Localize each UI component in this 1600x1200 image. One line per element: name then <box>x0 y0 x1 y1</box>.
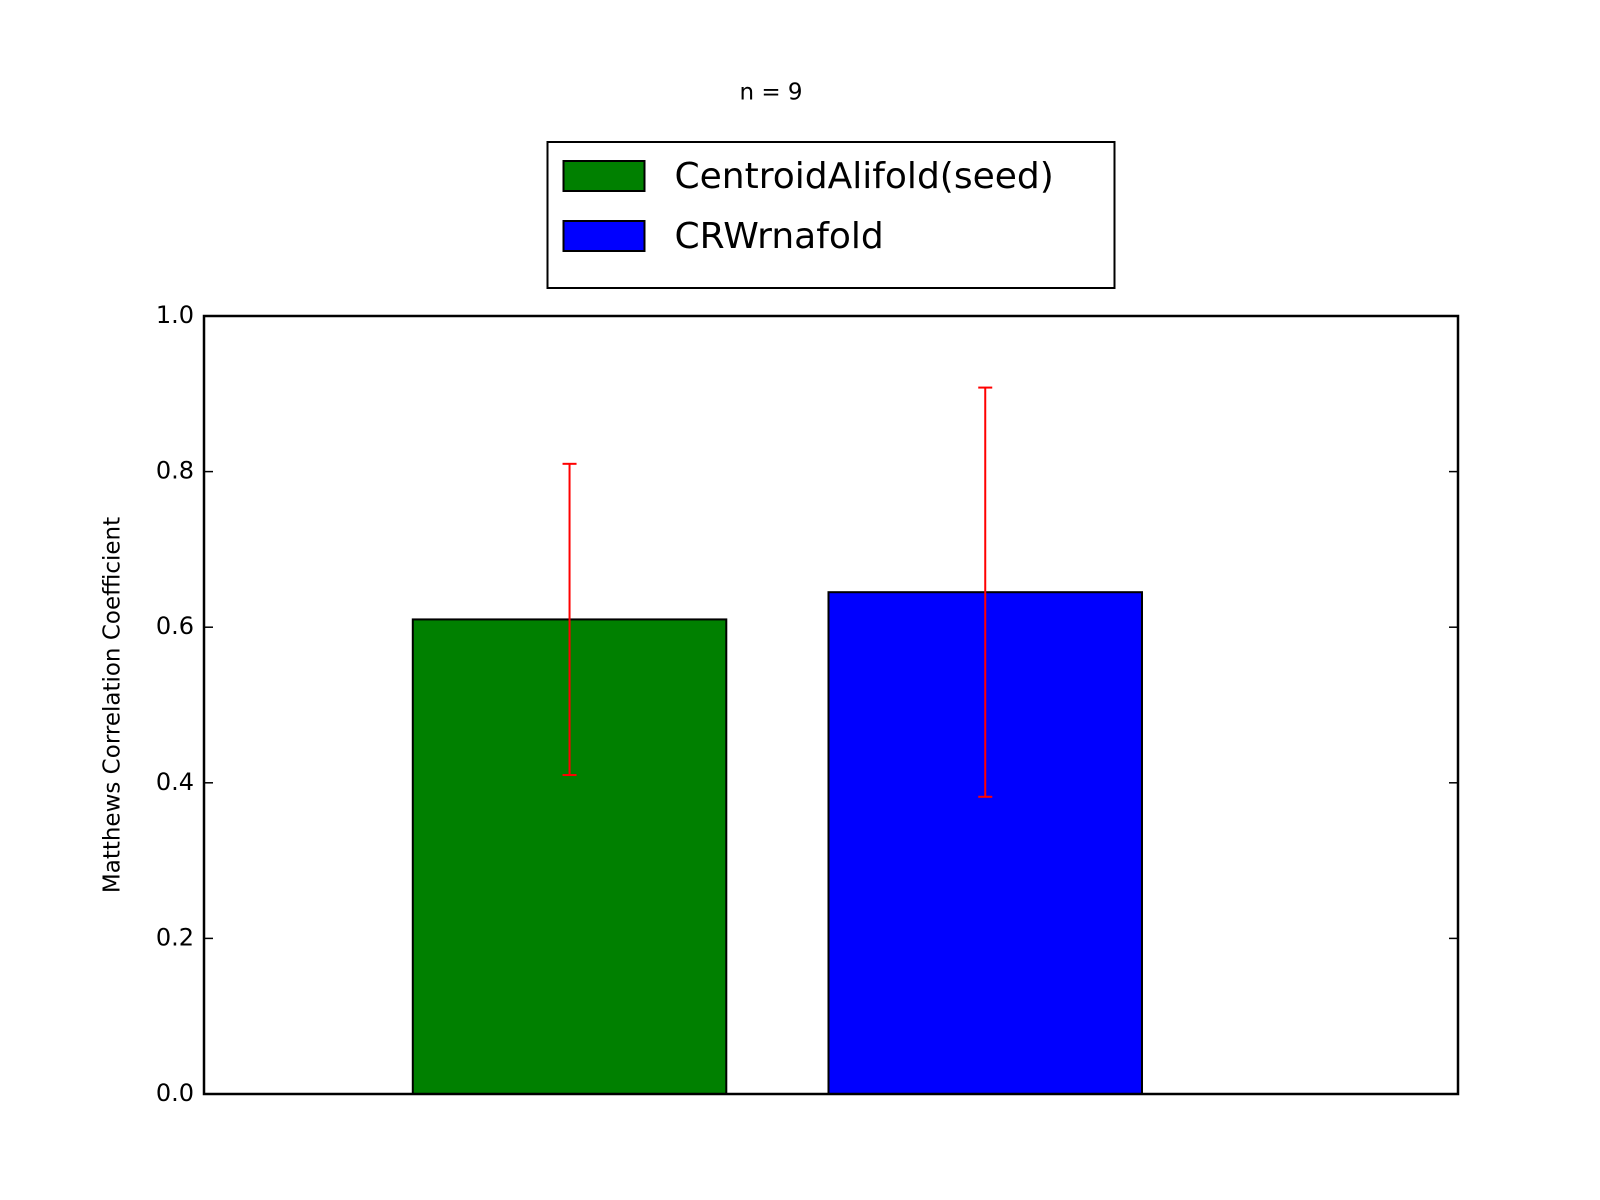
legend-label: CentroidAlifold(seed) <box>675 156 1054 197</box>
y-tick-label: 0.4 <box>156 768 194 796</box>
y-tick-label: 0.0 <box>156 1079 194 1107</box>
legend-label: CRWrnafold <box>675 216 884 257</box>
y-tick-label: 0.2 <box>156 923 194 951</box>
y-tick-label: 0.6 <box>156 612 194 640</box>
y-axis-label: Matthews Correlation Coefficient <box>100 517 126 893</box>
y-tick-label: 0.8 <box>156 457 194 485</box>
legend-swatch <box>562 220 646 252</box>
y-tick-label: 1.0 <box>156 301 194 329</box>
plot-frame <box>202 314 1460 1096</box>
chart-title: n = 9 <box>739 80 802 106</box>
legend-swatch <box>562 160 646 192</box>
